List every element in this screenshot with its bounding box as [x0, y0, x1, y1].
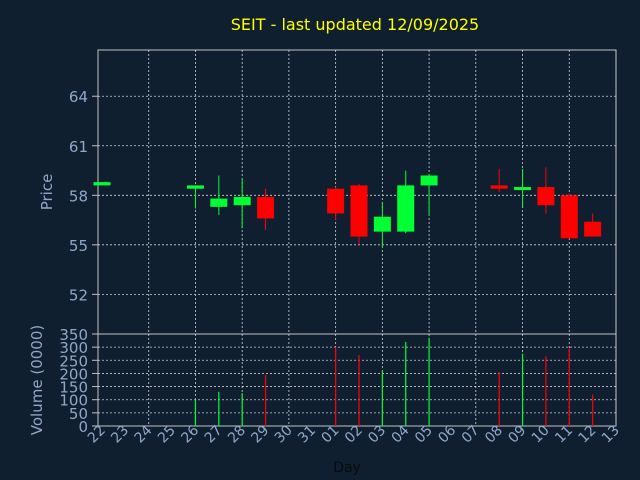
- volume-tick-label: 350: [59, 326, 88, 344]
- day-x-ticks: 22 23 24 25 26 27 28 29 30 31 01 02 03 04 05 06 07 08 09 10…: [85, 422, 623, 446]
- volume-tick-label: 200: [59, 365, 88, 383]
- price-axis-label: Price: [38, 174, 56, 211]
- price-tick-label: 52: [69, 286, 88, 304]
- candle-body: [350, 185, 368, 237]
- price-tick-label: 58: [69, 187, 88, 205]
- candle-body: [210, 198, 228, 207]
- candle-body: [233, 196, 251, 206]
- candle-body: [537, 187, 555, 206]
- candle-body: [327, 188, 345, 214]
- volume-axis-label: Volume (0000): [28, 325, 46, 435]
- candle-body: [420, 175, 438, 186]
- volume-bars: [194, 337, 594, 426]
- volume-tick-label: 300: [59, 339, 88, 357]
- day-axis-label: Day: [333, 460, 361, 476]
- volume-tick-label: 0: [78, 418, 88, 436]
- candle-body: [560, 195, 578, 239]
- candle-body: [397, 185, 415, 232]
- price-tick-label: 61: [69, 138, 88, 156]
- volume-tick-label: 100: [59, 392, 88, 410]
- price-y-ticks: 52 55 58 61 64: [69, 88, 98, 304]
- price-tick-label: 55: [69, 237, 88, 255]
- candle-body: [93, 182, 111, 186]
- candle-body: [514, 187, 532, 191]
- volume-tick-label: 250: [59, 352, 88, 370]
- candles: [93, 167, 602, 249]
- volume-plot-frame: [97, 333, 617, 427]
- price-tick-label: 64: [69, 88, 88, 106]
- chart-title: SEIT - last updated 12/09/2025: [231, 15, 479, 34]
- volume-tick-label: 150: [59, 379, 88, 397]
- candle-body: [257, 196, 275, 219]
- candle-body: [490, 185, 508, 189]
- volume-grid: [98, 334, 617, 426]
- candle-body: [584, 221, 602, 237]
- volume-tick-label: 50: [69, 405, 88, 423]
- candle-body: [186, 185, 204, 189]
- candle-body: [373, 216, 391, 232]
